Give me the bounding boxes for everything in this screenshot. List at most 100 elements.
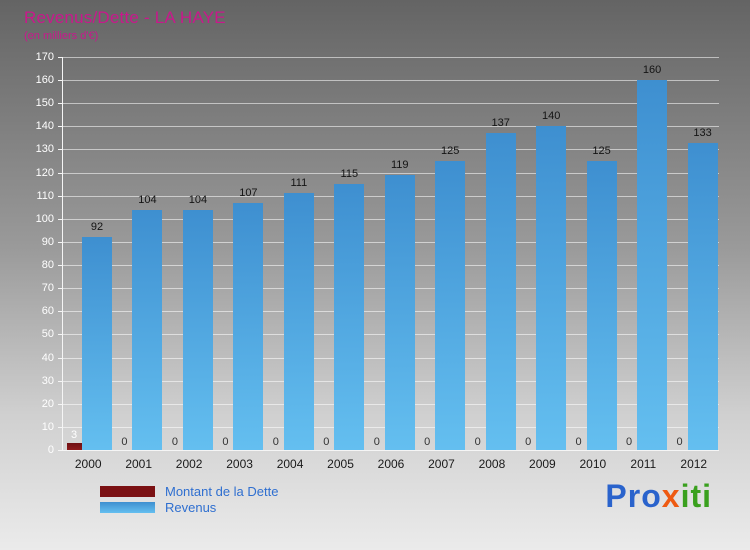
bar-revenus <box>485 133 516 450</box>
logo-letter: Pro <box>605 478 662 514</box>
revenus-value-label: 125 <box>592 145 611 158</box>
y-tick-mark <box>58 195 63 197</box>
x-axis-label: 2008 <box>478 457 506 471</box>
y-tick-mark <box>58 149 63 151</box>
x-axis-label: 2001 <box>125 457 153 471</box>
y-tick-mark <box>58 103 63 105</box>
revenus-value-label: 133 <box>693 126 712 139</box>
dette-value-label: 0 <box>676 436 683 448</box>
y-tick-label: 70 <box>41 282 54 295</box>
y-tick-label: 80 <box>41 259 54 272</box>
bar-revenus <box>334 184 365 450</box>
bar-revenus <box>384 174 415 450</box>
chart-subtitle: (en milliers d'€) <box>24 30 99 42</box>
dette-value-label: 0 <box>424 436 431 448</box>
bar-revenus <box>82 237 112 450</box>
y-tick-mark <box>58 334 63 336</box>
legend-swatch-revenus <box>100 501 155 513</box>
y-tick-label: 40 <box>41 351 54 364</box>
x-axis-label: 2010 <box>579 457 607 471</box>
y-tick-mark <box>58 218 63 220</box>
x-axis-label: 2004 <box>276 457 304 471</box>
revenus-value-label: 115 <box>340 168 359 181</box>
dette-value-label: 0 <box>272 436 279 448</box>
x-axis-label: 2012 <box>680 457 708 471</box>
gridline <box>63 103 719 105</box>
legend-label-dette: Montant de la Dette <box>165 483 279 499</box>
y-tick-label: 0 <box>47 444 54 456</box>
y-tick-label: 100 <box>35 212 54 225</box>
revenus-value-label: 107 <box>239 186 258 199</box>
bar-revenus <box>536 126 567 450</box>
y-tick-mark <box>58 126 63 128</box>
legend-label-revenus: Revenus <box>165 499 217 515</box>
logo-letter: x <box>661 478 681 514</box>
bar-revenus <box>132 209 163 450</box>
dette-value-label: 0 <box>373 436 380 448</box>
x-axis-label: 2000 <box>74 457 102 471</box>
dette-value-label: 0 <box>474 436 481 448</box>
y-tick-mark <box>58 311 63 313</box>
revenus-value-label: 125 <box>441 145 460 158</box>
legend-swatch-dette <box>100 485 155 497</box>
y-tick-label: 120 <box>35 166 54 179</box>
revenus-value-label: 119 <box>390 158 409 171</box>
revenus-value-label: 111 <box>290 177 308 190</box>
x-axis-label: 2009 <box>529 457 556 471</box>
dette-value-label: 0 <box>323 436 330 448</box>
dette-value-label: 0 <box>525 436 532 448</box>
bar-revenus <box>687 142 718 450</box>
legend-item-revenus: Revenus <box>100 499 278 515</box>
x-axis-label: 2003 <box>226 457 253 471</box>
revenus-value-label: 104 <box>188 193 208 206</box>
bar-revenus <box>586 161 617 450</box>
revenus-value-label: 137 <box>491 117 510 130</box>
y-tick-label: 30 <box>41 374 54 387</box>
bar-revenus <box>233 202 264 450</box>
y-tick-label: 60 <box>41 305 54 318</box>
gridline <box>63 172 719 174</box>
y-tick-mark <box>58 57 63 58</box>
y-tick-mark <box>58 80 63 82</box>
bar-revenus <box>283 193 314 450</box>
legend-item-dette: Montant de la Dette <box>100 483 278 499</box>
y-tick-label: 130 <box>35 143 54 156</box>
dette-value-label: 0 <box>222 436 229 448</box>
dette-value-label: 0 <box>626 436 633 448</box>
y-tick-mark <box>58 450 63 451</box>
revenus-value-label: 160 <box>642 64 662 77</box>
y-tick-label: 160 <box>35 74 54 87</box>
y-tick-mark <box>58 403 63 405</box>
gridline <box>63 126 719 128</box>
y-tick-label: 90 <box>41 235 54 248</box>
legend: Montant de la Dette Revenus <box>100 483 278 515</box>
gridline <box>63 80 719 82</box>
y-tick-mark <box>58 172 63 174</box>
y-tick-mark <box>58 241 63 243</box>
revenus-value-label: 140 <box>541 110 561 123</box>
bar-revenus <box>435 161 466 450</box>
plot-area: 0 10 20 30 40 50 60 70 80 90 100 110 120 130 140 150 160… <box>36 51 719 471</box>
x-axis-label: 2006 <box>377 457 405 471</box>
bar-revenus <box>182 209 213 450</box>
logo-letter: iti <box>680 478 712 514</box>
y-tick-label: 20 <box>41 397 54 410</box>
proxiti-logo: Proxiti <box>605 478 712 515</box>
x-axis-label: 2002 <box>175 457 203 471</box>
y-tick-mark <box>58 380 63 382</box>
y-tick-mark <box>58 288 63 290</box>
revenus-value-label: 92 <box>90 221 104 234</box>
y-tick-label: 140 <box>35 120 54 133</box>
y-tick-label: 10 <box>41 420 54 433</box>
dette-value-label: 0 <box>575 436 582 448</box>
x-axis-label: 2005 <box>327 457 354 471</box>
y-tick-label: 50 <box>41 328 54 341</box>
y-tick-label: 110 <box>36 189 54 202</box>
chart-title: Revenus/Dette - LA HAYE <box>24 8 226 27</box>
y-tick-mark <box>58 426 63 428</box>
bar-dette <box>67 443 82 450</box>
y-tick-label: 150 <box>35 97 54 110</box>
revenus-value-label: 104 <box>138 193 157 206</box>
gridline <box>63 149 719 151</box>
